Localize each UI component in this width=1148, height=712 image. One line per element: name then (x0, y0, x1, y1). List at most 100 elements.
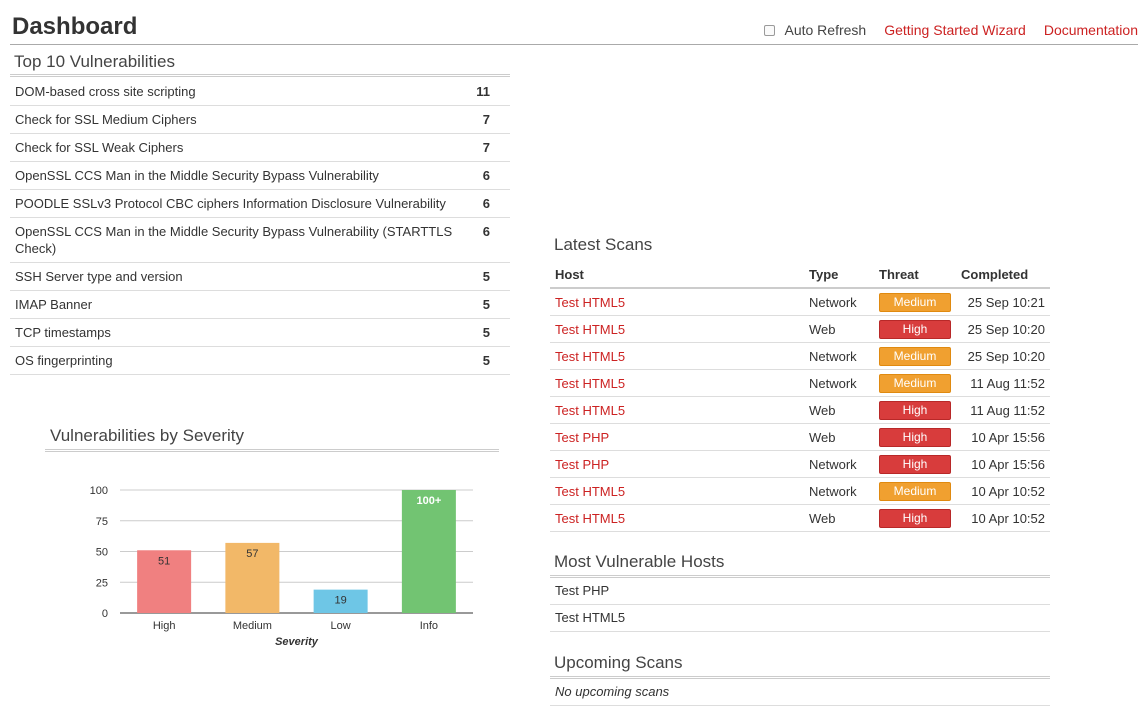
column-header-type[interactable]: Type (804, 262, 874, 289)
vulnerability-count: 5 (482, 325, 490, 340)
section-divider (45, 449, 499, 452)
scan-completed: 11 Aug 11:52 (956, 396, 1050, 424)
vulnerability-count: 5 (482, 353, 490, 368)
table-row[interactable]: Test HTML5 Network Medium 11 Aug 11:52 (550, 369, 1050, 397)
scan-host-link[interactable]: Test HTML5 (550, 396, 804, 424)
x-tick-label: Low (331, 620, 351, 632)
threat-badge: High (879, 427, 951, 447)
scan-completed: 11 Aug 11:52 (956, 369, 1050, 397)
auto-refresh-checkbox[interactable] (764, 24, 776, 36)
auto-refresh-label[interactable]: Auto Refresh (784, 22, 867, 38)
bar-low[interactable] (313, 589, 368, 613)
scan-completed: 10 Apr 10:52 (956, 504, 1050, 532)
vulnerability-row[interactable]: DOM-based cross site scripting 11 (10, 78, 510, 106)
vulnerability-name[interactable]: SSH Server type and version (15, 269, 183, 284)
table-row[interactable]: Test PHP Network High 10 Apr 15:56 (550, 450, 1050, 478)
threat-badge: High (879, 400, 951, 420)
scan-threat-cell: Medium (874, 288, 956, 316)
threat-badge: Medium (879, 346, 951, 366)
scan-host-link[interactable]: Test PHP (550, 450, 804, 478)
scan-threat-cell: High (874, 423, 956, 451)
vulnerability-row[interactable]: OpenSSL CCS Man in the Middle Security B… (10, 218, 510, 263)
top-vulnerabilities-title: Top 10 Vulnerabilities (14, 52, 175, 71)
latest-scans-title: Latest Scans (554, 235, 653, 254)
getting-started-wizard-link[interactable]: Getting Started Wizard (884, 22, 1026, 38)
vulnerability-name[interactable]: OpenSSL CCS Man in the Middle Security B… (15, 224, 453, 256)
threat-badge: High (879, 508, 951, 528)
vulnerability-name[interactable]: POODLE SSLv3 Protocol CBC ciphers Inform… (15, 196, 446, 211)
vulnerability-count: 6 (482, 224, 490, 239)
vulnerable-hosts-title: Most Vulnerable Hosts (554, 552, 725, 571)
vulnerability-name[interactable]: OS fingerprinting (15, 353, 113, 368)
scan-completed: 10 Apr 10:52 (956, 477, 1050, 505)
scan-type: Network (804, 342, 874, 370)
scan-host-link[interactable]: Test HTML5 (550, 369, 804, 397)
table-row[interactable]: Test HTML5 Network Medium 25 Sep 10:21 (550, 288, 1050, 316)
vulnerability-row[interactable]: OS fingerprinting 5 (10, 347, 510, 375)
table-row[interactable]: Test HTML5 Web High 25 Sep 10:20 (550, 315, 1050, 343)
scan-completed: 25 Sep 10:21 (956, 288, 1050, 316)
x-tick-label: Medium (233, 620, 272, 632)
vulnerability-row[interactable]: IMAP Banner 5 (10, 291, 510, 319)
table-row[interactable]: Test HTML5 Network Medium 25 Sep 10:20 (550, 342, 1050, 370)
scan-host-link[interactable]: Test PHP (550, 423, 804, 451)
scan-host-link[interactable]: Test HTML5 (550, 315, 804, 343)
top-vulnerabilities-list: DOM-based cross site scripting 11 Check fo… (10, 78, 510, 375)
scan-host-link[interactable]: Test HTML5 (550, 477, 804, 505)
header-divider (10, 44, 1138, 45)
scan-host-link[interactable]: Test HTML5 (550, 504, 804, 532)
data-label: 57 (246, 548, 258, 560)
column-header-threat[interactable]: Threat (874, 262, 956, 289)
y-tick-label: 50 (96, 547, 108, 559)
scan-threat-cell: Medium (874, 369, 956, 397)
vulnerability-count: 11 (476, 84, 490, 99)
vulnerability-name[interactable]: TCP timestamps (15, 325, 111, 340)
scan-type: Network (804, 450, 874, 478)
bar-info[interactable] (401, 490, 456, 613)
threat-badge: High (879, 454, 951, 474)
section-divider (10, 74, 510, 77)
column-header-completed[interactable]: Completed (956, 262, 1050, 289)
bar-medium[interactable] (225, 542, 280, 613)
scan-type: Web (804, 315, 874, 343)
table-row[interactable]: Test PHP Web High 10 Apr 15:56 (550, 423, 1050, 451)
data-label: 100+ (416, 495, 441, 507)
scan-host-link[interactable]: Test HTML5 (550, 288, 804, 316)
table-row[interactable]: Test HTML5 Web High 10 Apr 10:52 (550, 504, 1050, 532)
y-tick-label: 100 (90, 485, 108, 497)
scan-type: Network (804, 477, 874, 505)
scan-threat-cell: High (874, 450, 956, 478)
y-tick-label: 0 (102, 608, 108, 620)
scan-type: Network (804, 369, 874, 397)
vulnerability-row[interactable]: POODLE SSLv3 Protocol CBC ciphers Inform… (10, 190, 510, 218)
column-header-host[interactable]: Host (550, 262, 804, 289)
vulnerability-row[interactable]: Check for SSL Weak Ciphers 7 (10, 134, 510, 162)
vulnerability-name[interactable]: IMAP Banner (15, 297, 93, 312)
scan-host-link[interactable]: Test HTML5 (550, 342, 804, 370)
vulnerability-row[interactable]: Check for SSL Medium Ciphers 7 (10, 106, 510, 134)
header-actions: Auto Refresh Getting Started Wizard Docu… (764, 21, 1138, 39)
vulnerability-row[interactable]: SSH Server type and version 5 (10, 263, 510, 291)
table-row[interactable]: Test HTML5 Web High 11 Aug 11:52 (550, 396, 1050, 424)
table-row[interactable]: Test HTML5 Network Medium 10 Apr 10:52 (550, 477, 1050, 505)
x-axis-label: Severity (275, 636, 319, 648)
vulnerability-row[interactable]: TCP timestamps 5 (10, 319, 510, 347)
vulnerability-name[interactable]: Check for SSL Medium Ciphers (15, 112, 197, 127)
scan-threat-cell: Medium (874, 477, 956, 505)
vulnerability-name[interactable]: Check for SSL Weak Ciphers (15, 140, 184, 155)
x-tick-label: Info (420, 620, 438, 632)
vulnerable-host-item[interactable]: Test HTML5 (550, 605, 1050, 632)
severity-bar-chart: 0 25 50 75 100 51 High 57 Medium 19 Low 100+ Info Sev… (90, 485, 473, 648)
threat-badge: Medium (879, 481, 951, 501)
vulnerability-name[interactable]: DOM-based cross site scripting (15, 84, 196, 99)
threat-badge: Medium (879, 292, 951, 312)
vulnerability-row[interactable]: OpenSSL CCS Man in the Middle Security B… (10, 162, 510, 190)
documentation-link[interactable]: Documentation (1043, 22, 1138, 38)
data-label: 19 (335, 595, 347, 607)
bar-high[interactable] (137, 550, 192, 613)
vulnerability-name[interactable]: OpenSSL CCS Man in the Middle Security B… (15, 168, 379, 183)
section-divider (550, 676, 1050, 679)
vulnerable-host-item[interactable]: Test PHP (550, 578, 1050, 605)
scan-completed: 25 Sep 10:20 (956, 315, 1050, 343)
vulnerability-count: 7 (482, 112, 490, 127)
